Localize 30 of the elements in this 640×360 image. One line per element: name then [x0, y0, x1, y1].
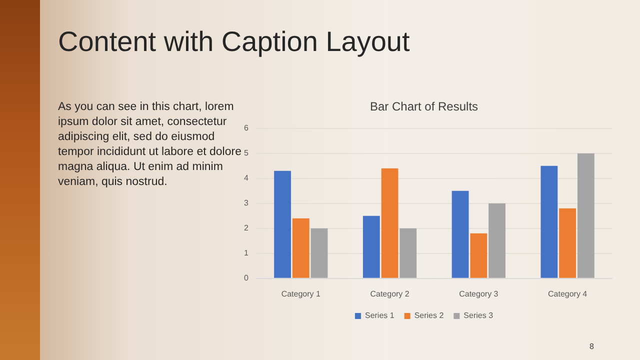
y-tick-label: 1: [244, 248, 249, 258]
chart-title: Bar Chart of Results: [370, 100, 478, 114]
text: As you can see in this chart, lorem ipsum dolor sit amet, consectetur adipiscing elit, sed do eiusmod tempor incididunt ut labore et dolore magna aliqua. Ut enim ad minim veniam, quis nostrud.: [58, 101, 242, 188]
x-tick-label: Category 1: [281, 289, 322, 298]
bar: [540, 166, 558, 278]
y-tick-label: 3: [244, 198, 249, 208]
x-tick-label: Category 4: [548, 289, 588, 298]
bar: [292, 218, 310, 278]
bar: [577, 153, 594, 278]
text: 8: [590, 342, 594, 351]
y-tick-label: 4: [244, 174, 249, 183]
bar: [381, 168, 398, 278]
x-tick-label: Category 2: [370, 289, 410, 298]
bar: [274, 170, 291, 278]
text: Content with Caption Layout: [58, 26, 410, 58]
y-tick-label: 2: [244, 224, 249, 233]
y-tick-label: 5: [244, 148, 249, 158]
bar: [452, 190, 469, 278]
legend-label: Series 3: [464, 311, 494, 320]
bar: [470, 233, 488, 278]
bar: [488, 203, 506, 278]
y-tick-label: 0: [244, 274, 249, 283]
legend-label: Series 2: [414, 311, 444, 320]
y-tick-label: 6: [244, 124, 249, 133]
bar: [362, 216, 380, 278]
bar: [559, 208, 576, 278]
x-tick-label: Category 3: [459, 289, 499, 298]
legend-label: Series 1: [364, 311, 395, 320]
bar: [400, 228, 417, 278]
bar: [310, 228, 328, 278]
